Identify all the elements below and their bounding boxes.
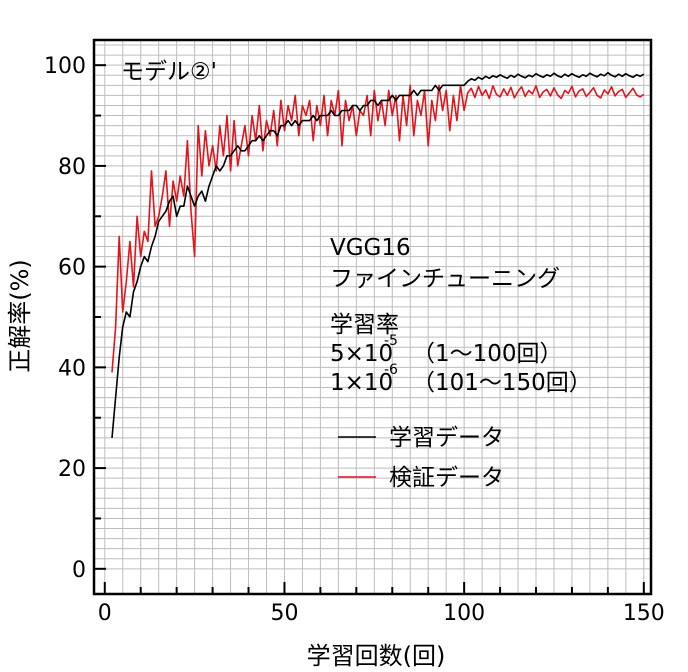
- annotation-model-line1: VGG16: [330, 235, 411, 261]
- grid: [94, 40, 651, 594]
- annotation-model-line2: ファインチューニング: [330, 266, 560, 292]
- y-tick-label: 0: [72, 558, 86, 583]
- annotation-lr1-exp: -5: [384, 333, 398, 349]
- annotation-lr-title: 学習率: [330, 312, 399, 338]
- y-tick-label: 20: [58, 457, 86, 482]
- x-tick-label: 50: [270, 601, 298, 626]
- y-tick-label: 60: [58, 256, 86, 281]
- annotation-lr2-base: 1×10: [330, 370, 393, 396]
- x-axis-title: 学習回数(回): [307, 642, 446, 670]
- series-line-0: [111, 71, 645, 438]
- chart-title: モデル②': [121, 59, 217, 85]
- y-axis-title: 正解率(%): [6, 259, 34, 373]
- x-tick-label: 100: [443, 601, 485, 626]
- tick-labels: 0 50 100 150 0 20 40 60 80 100: [44, 54, 665, 626]
- legend-label-train: 学習データ: [389, 425, 504, 451]
- annotation-lr1-range: （1～100回）: [412, 341, 563, 367]
- y-tick-label: 80: [58, 155, 86, 180]
- series-layer: [111, 71, 645, 438]
- x-tick-label: 0: [98, 601, 112, 626]
- x-tick-label: 150: [623, 601, 665, 626]
- y-tick-label: 100: [44, 54, 86, 79]
- plot-frame: [92, 38, 653, 596]
- legend-label-val: 検証データ: [389, 465, 504, 491]
- annotation-lr2-range: （101～150回）: [412, 370, 592, 396]
- annotation-lr2-exp: -6: [384, 362, 398, 378]
- series-line-1: [111, 84, 645, 373]
- tick-marks: [94, 64, 645, 594]
- annotation-lr1-base: 5×10: [330, 341, 393, 367]
- y-tick-label: 40: [58, 356, 86, 381]
